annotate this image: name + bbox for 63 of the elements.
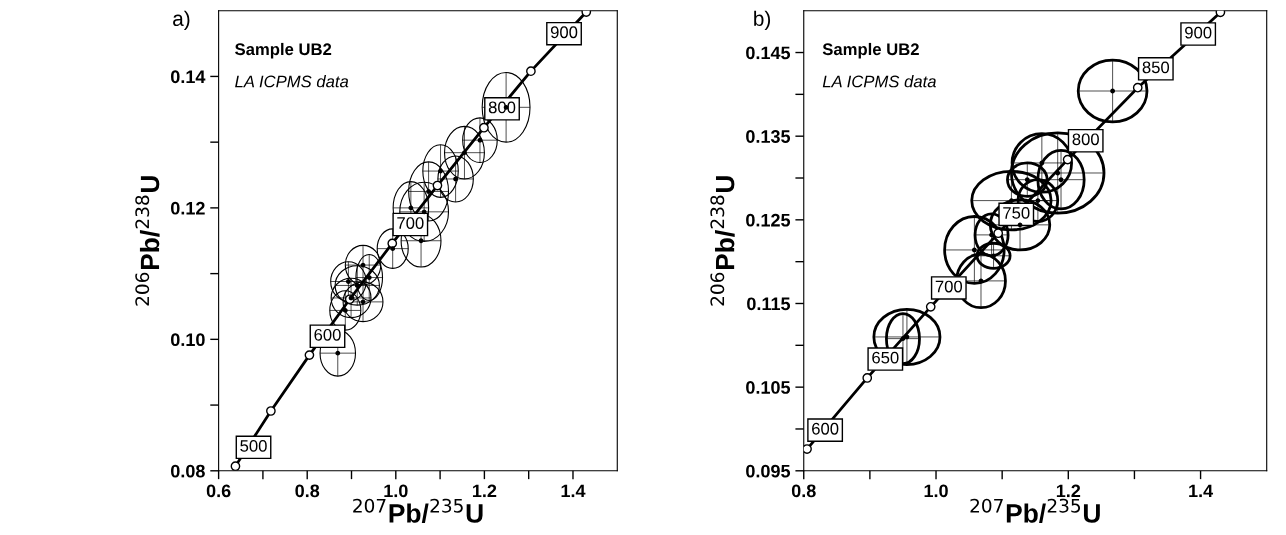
chart-title: a) — [173, 10, 190, 31]
y-tick-label: 0.14 — [171, 70, 206, 84]
annotation: 500 — [240, 439, 267, 452]
point — [453, 176, 458, 182]
annotation: 650 — [872, 351, 899, 364]
point — [366, 275, 372, 280]
x-tick-label: 1.4 — [1189, 484, 1214, 498]
point — [438, 168, 443, 174]
point — [477, 137, 483, 143]
annotation: 700 — [935, 280, 963, 293]
annotation: LA ICPMS data — [822, 75, 936, 88]
annotation: 800 — [1072, 133, 1099, 146]
x-axis-title: $^{207}$Pb/$^{235}$U — [353, 498, 483, 524]
x-tick-label: 0.8 — [295, 484, 320, 498]
annotation: 600 — [314, 328, 341, 341]
point — [335, 350, 341, 356]
x-tick-label: 1.0 — [384, 484, 408, 498]
point — [230, 461, 241, 471]
point — [304, 350, 315, 360]
annotation: 900 — [550, 26, 578, 39]
y-tick-label: 0.10 — [171, 333, 205, 347]
y-tick-label: 0.12 — [171, 201, 205, 215]
x-tick-label: 0.8 — [791, 484, 816, 498]
annotation: 900 — [1185, 26, 1212, 39]
point — [462, 150, 467, 156]
x-tick-label: 1.2 — [472, 484, 497, 498]
y-tick-label: 0.115 — [747, 297, 791, 311]
point — [426, 189, 431, 194]
x-axis-title: $^{207}$Pb/$^{235}$U — [970, 498, 1100, 524]
point — [993, 228, 1004, 239]
chart-title: b) — [754, 10, 771, 31]
point — [803, 444, 812, 454]
x-tick-label: 1.0 — [924, 484, 948, 498]
y-tick-label: 0.08 — [171, 464, 205, 478]
annotation: Sample UB2 — [822, 42, 919, 59]
x-tick-label: 1.2 — [1056, 484, 1081, 498]
point — [1215, 10, 1226, 18]
y-axis-title: $^{206}$Pb/$^{238}$U — [710, 176, 735, 306]
point — [421, 209, 427, 215]
point — [408, 205, 414, 211]
point — [479, 122, 489, 133]
x-tick-label: 1.4 — [561, 484, 586, 498]
point — [266, 406, 276, 416]
point — [526, 66, 536, 77]
y-tick-label: 0.145 — [746, 46, 791, 60]
point — [432, 180, 443, 191]
point — [925, 301, 936, 312]
y-tick-label: 0.095 — [746, 464, 791, 478]
point — [1132, 82, 1143, 93]
annotation: Sample UB2 — [235, 42, 332, 59]
point — [418, 238, 424, 244]
annotation: 700 — [397, 217, 424, 229]
x-tick-label: 0.6 — [206, 484, 231, 498]
annotation: 750 — [1003, 207, 1030, 219]
y-tick-label: 0.135 — [746, 130, 791, 143]
annotation: 600 — [812, 422, 839, 435]
annotation: 850 — [1142, 61, 1170, 74]
point — [862, 373, 873, 383]
y-axis-title: $^{206}$Pb/$^{238}$U — [135, 176, 160, 306]
y-tick-label: 0.105 — [746, 381, 791, 394]
point — [1062, 154, 1073, 165]
y-tick-label: 0.125 — [746, 213, 791, 227]
annotation: LA ICPMS data — [235, 75, 349, 88]
